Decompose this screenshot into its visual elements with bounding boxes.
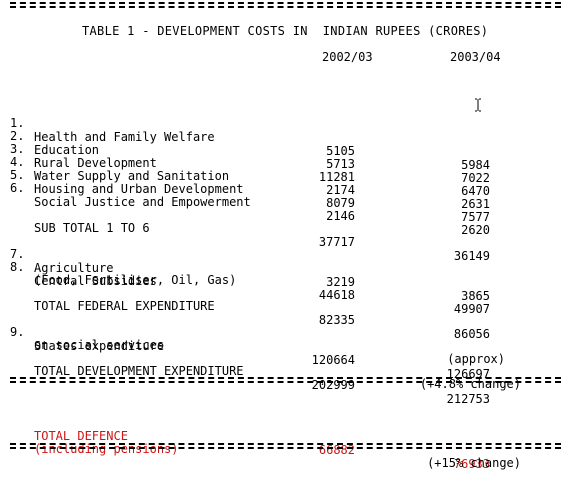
defence-total-label: TOTAL DEFENCE <box>34 429 128 443</box>
text-cursor-icon <box>475 98 481 112</box>
federal-total-label: TOTAL FEDERAL EXPENDITURE <box>34 299 215 313</box>
row-number: 2. <box>10 129 25 143</box>
row-sublabel: (Food, Fertiliser, Oil, Gas) <box>34 273 237 287</box>
value-2003-04: 5984 <box>461 158 490 172</box>
row-label: Water Supply and Sanitation <box>34 169 230 183</box>
middle-divider <box>10 377 561 383</box>
value-2003-04: 6470 <box>461 184 490 198</box>
row-label: States expenditure <box>34 339 165 353</box>
table-row: 6. Social Justice and Empowerment 2146 2… <box>0 167 569 237</box>
row-number: 5. <box>10 168 25 182</box>
table-title: TABLE 1 - DEVELOPMENT COSTS IN INDIAN RU… <box>82 24 489 38</box>
row-number: 6. <box>10 181 25 195</box>
value-2002-03: 82335 <box>318 313 355 327</box>
value-2002-03: 8079 <box>326 196 355 210</box>
row-number: 1. <box>10 116 25 130</box>
row-label: Social Justice and Empowerment <box>34 195 251 209</box>
value-2003-04: 212753 <box>446 392 490 406</box>
row-label: Rural Development <box>34 156 157 170</box>
value-2002-03: 5105 <box>326 144 355 158</box>
table-row: 2. Education 5713 7022 <box>0 115 569 185</box>
value-2003-04: 86056 <box>453 327 490 341</box>
row-number: 9. <box>10 325 25 339</box>
value-2002-03: 5713 <box>326 157 355 171</box>
column-header-2003-04: 2003/04 <box>450 50 501 64</box>
row-sublabel-line: (Food, Fertiliser, Oil, Gas) <box>0 259 569 287</box>
row-sublabel-line: on social services (approx) <box>0 324 569 366</box>
value-2002-03: 44618 <box>318 288 355 302</box>
change-note-line: (+4.8% change) <box>0 363 569 391</box>
table-row: 5. Housing and Urban Development 8079 75… <box>0 154 569 224</box>
row-label: Central Subsidies <box>34 274 157 288</box>
value-2003-04: 3865 <box>461 289 490 303</box>
value-2003-04: 2620 <box>461 223 490 237</box>
change-note: (+4.8% change) <box>419 377 521 391</box>
table-row: 3. Rural Development 11281 6470 <box>0 128 569 198</box>
row-sublabel: on social services <box>34 338 165 352</box>
table-row: 8. Central Subsidies 44618 49907 <box>0 246 569 316</box>
value-2003-04: 49907 <box>453 302 490 316</box>
bottom-divider <box>10 443 561 449</box>
row-number: 8. <box>10 260 25 274</box>
subtotal-label: SUB TOTAL 1 TO 6 <box>34 221 150 235</box>
column-header-2002-03: 2002/03 <box>322 50 373 64</box>
defence-total-row: TOTAL DEFENCE 66882 76933 <box>0 415 569 471</box>
subtotal-row: SUB TOTAL 1 TO 6 37717 36149 <box>0 207 569 263</box>
table-row: 7. Agriculture 3219 3865 <box>0 233 569 303</box>
row-label: Health and Family Welfare <box>34 130 215 144</box>
row-number: 7. <box>10 247 25 261</box>
value-2002-03: 3219 <box>326 275 355 289</box>
value-2002-03: 37717 <box>318 235 355 249</box>
value-2002-03: 120664 <box>311 353 355 367</box>
value-2003-04: 36149 <box>453 249 490 263</box>
value-2002-03: 2146 <box>326 209 355 223</box>
value-2003-04: 7577 <box>461 210 490 224</box>
row-label: Education <box>34 143 100 157</box>
row-label: Housing and Urban Development <box>34 182 244 196</box>
value-2002-03: 11281 <box>318 170 355 184</box>
row-number: 3. <box>10 142 25 156</box>
value-2002-03: 66882 <box>318 443 355 457</box>
value-2002-03: 2174 <box>326 183 355 197</box>
table-row: 1. Health and Family Welfare 5105 5984 <box>0 102 569 172</box>
table-row: 4. Water Supply and Sanitation 2174 2631 <box>0 141 569 211</box>
federal-total-row: TOTAL FEDERAL EXPENDITURE 82335 86056 <box>0 285 569 341</box>
states-row: 9. States expenditure 120664 126697 <box>0 311 569 381</box>
development-total-row: TOTAL DEVELOPMENT EXPENDITURE 202999 212… <box>0 350 569 406</box>
top-divider <box>10 2 561 8</box>
development-total-label: TOTAL DEVELOPMENT EXPENDITURE <box>34 364 244 378</box>
value-2003-04: 7022 <box>461 171 490 185</box>
value-2003-04: 2631 <box>461 197 490 211</box>
row-label: Agriculture <box>34 261 114 275</box>
defence-sublabel-line: (including pensions) (+15% change) <box>0 428 569 470</box>
change-note: (+15% change) <box>427 456 521 470</box>
row-number: 4. <box>10 155 25 169</box>
approx-note: (approx) <box>447 352 505 366</box>
